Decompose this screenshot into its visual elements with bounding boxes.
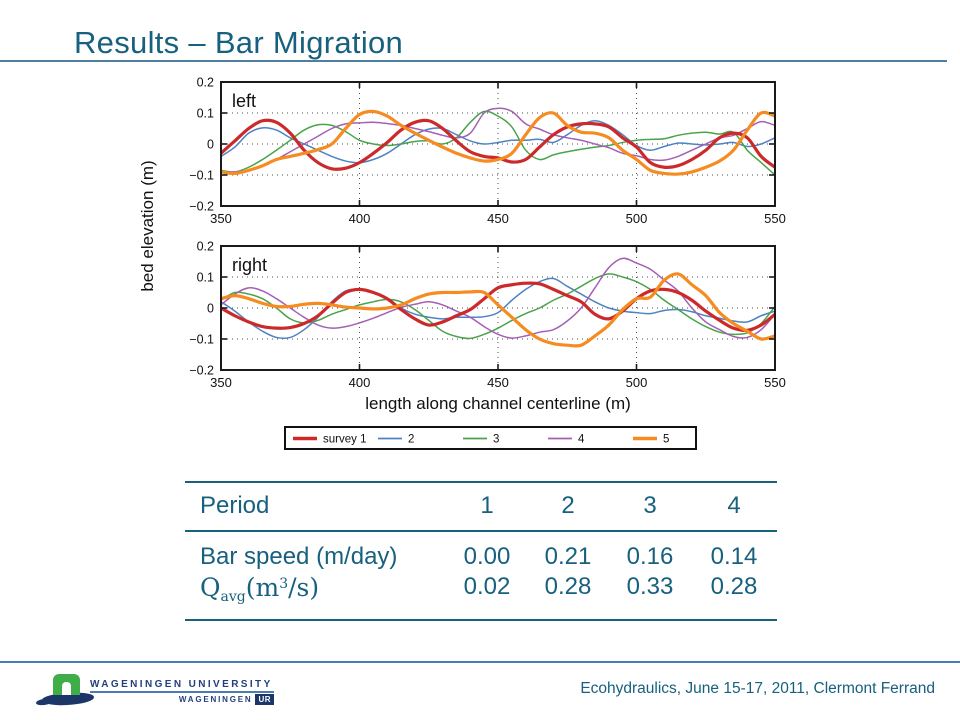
- y-tick-label: −0.2: [189, 364, 214, 378]
- right-panel-chart: 350 400 450 500 550 0.2 0.1 0 −0.1 −0.2 right: [189, 240, 786, 391]
- ur-badge: UR: [255, 694, 274, 705]
- legend-label-survey-1: survey 1: [323, 434, 366, 446]
- legend-label-5: 5: [663, 434, 669, 446]
- bar-speed-label: Bar speed (m/day): [200, 543, 398, 570]
- qavg-value-1: 0.02: [463, 573, 511, 600]
- wageningen-logo-arch-icon: [53, 674, 80, 695]
- panel-label-right: right: [232, 255, 267, 275]
- qavg-unit-post: /s): [288, 573, 320, 602]
- qavg-exponent: 3: [279, 576, 289, 592]
- y-tick-label: 0.2: [197, 76, 214, 90]
- legend-label-3: 3: [493, 434, 499, 446]
- title-underline: [0, 60, 947, 62]
- y-tick-label: 0.1: [197, 107, 214, 121]
- qavg-value-2: 0.28: [544, 573, 592, 600]
- table-rule-mid: [185, 530, 777, 532]
- x-tick-label: 500: [626, 375, 648, 390]
- conference-footer-text: Ecohydraulics, June 15-17, 2011, Clermon…: [580, 680, 935, 697]
- y-tick-label: 0: [207, 302, 214, 316]
- x-tick-label: 550: [764, 211, 786, 226]
- left-panel-chart: 350 400 450 500 550 0.2 0.1 0 −0.1 −0.2 left: [189, 76, 786, 227]
- series-4: [220, 107, 776, 173]
- x-tick-label: 450: [487, 375, 509, 390]
- series-5: [220, 272, 776, 348]
- y-axis-label: bed elevation (m): [138, 160, 157, 291]
- qavg-unit-pre: (m: [245, 573, 280, 602]
- bar-speed-value-4: 0.14: [710, 543, 758, 570]
- x-tick-label: 500: [626, 211, 648, 226]
- series-2: [220, 120, 776, 164]
- wageningen-ur-text: WAGENINGEN: [178, 695, 253, 704]
- table-row-bar-speed: Bar speed (m/day) 0.00 0.21 0.16 0.14: [185, 543, 777, 573]
- y-tick-label: 0.2: [197, 240, 214, 254]
- x-tick-label: 350: [210, 211, 232, 226]
- qavg-value-3: 0.33: [626, 573, 674, 600]
- wageningen-university-wordmark: WAGENINGEN UNIVERSITY: [90, 679, 273, 690]
- table-header-col-2: 2: [561, 492, 575, 519]
- wageningen-wordmark-underline: [90, 691, 274, 693]
- x-tick-label: 400: [349, 211, 371, 226]
- series-survey-1: [220, 281, 776, 333]
- y-tick-label: −0.2: [189, 200, 214, 214]
- table-header-row: Period 1 2 3 4: [185, 492, 777, 522]
- bar-speed-value-2: 0.21: [544, 543, 592, 570]
- table-header-col-4: 4: [727, 492, 741, 519]
- x-tick-label: 350: [210, 375, 232, 390]
- table-header-period: Period: [200, 492, 270, 519]
- y-tick-label: 0.1: [197, 271, 214, 285]
- y-tick-label: −0.1: [189, 333, 214, 347]
- y-tick-label: −0.1: [189, 169, 214, 183]
- legend-label-2: 2: [408, 434, 414, 446]
- qavg-label: Qavg(m3/s): [200, 573, 319, 605]
- legend-label-4: 4: [578, 434, 585, 446]
- bar-speed-value-1: 0.00: [463, 543, 511, 570]
- qavg-subscript: avg: [220, 589, 246, 605]
- page-title: Results – Bar Migration: [74, 25, 404, 60]
- legend: survey 1 2 3 4 5: [284, 426, 697, 450]
- qavg-symbol: Q: [200, 573, 221, 602]
- x-axis-label: length along channel centerline (m): [365, 394, 631, 413]
- x-tick-label: 450: [487, 211, 509, 226]
- y-tick-label: 0: [207, 138, 214, 152]
- x-tick-label: 400: [349, 375, 371, 390]
- table-row-qavg: Qavg(m3/s) 0.02 0.28 0.33 0.28: [185, 573, 777, 605]
- series-3: [220, 110, 776, 176]
- table-header-col-3: 3: [643, 492, 657, 519]
- legend-box: [284, 426, 697, 450]
- bar-speed-value-3: 0.16: [626, 543, 674, 570]
- wageningen-logo-arch-notch: [62, 682, 71, 695]
- table-rule-bottom: [185, 619, 777, 621]
- qavg-value-4: 0.28: [710, 573, 758, 600]
- panel-label-left: left: [232, 91, 256, 111]
- series-4: [220, 257, 776, 339]
- series-3: [220, 273, 776, 340]
- footer-divider: [0, 661, 960, 663]
- series-5: [220, 109, 776, 176]
- x-tick-label: 550: [764, 375, 786, 390]
- table-header-col-1: 1: [480, 492, 494, 519]
- table-rule-top: [185, 481, 777, 483]
- wageningen-ur-wordmark: WAGENINGEN UR: [90, 694, 274, 705]
